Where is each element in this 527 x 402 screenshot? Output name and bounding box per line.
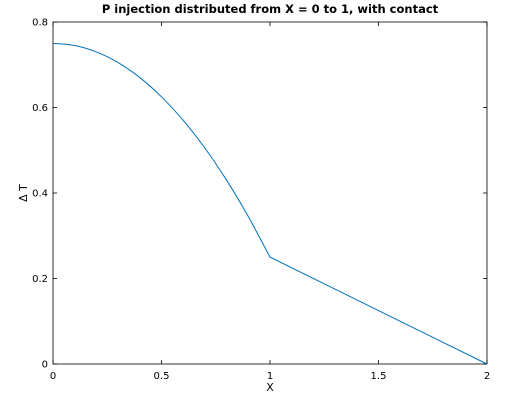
x-tick-label: 1.5 <box>371 371 387 382</box>
y-tick-label: 0 <box>42 360 48 371</box>
y-tick-label: 0.2 <box>32 274 48 285</box>
series-line <box>52 42 488 365</box>
y-tick-label: 0.8 <box>32 18 48 29</box>
y-axis: 0 0.2 0.4 0.6 0.8 <box>32 18 487 371</box>
series-layer <box>52 42 488 365</box>
x-tick-label: 0.5 <box>154 371 170 382</box>
plot-frame <box>52 21 488 365</box>
x-axis-label: X <box>266 381 274 394</box>
y-axis-label: Δ T <box>17 184 30 202</box>
x-tick-label: 1 <box>267 371 273 382</box>
x-axis: 0 0.5 1 1.5 2 <box>50 22 490 382</box>
y-tick-label: 0.4 <box>32 189 48 200</box>
x-tick-label: 2 <box>484 371 490 382</box>
y-tick-label: 0.6 <box>32 103 48 114</box>
chart-title: P injection distributed from X = 0 to 1,… <box>102 2 439 16</box>
x-tick-label: 0 <box>50 371 56 382</box>
